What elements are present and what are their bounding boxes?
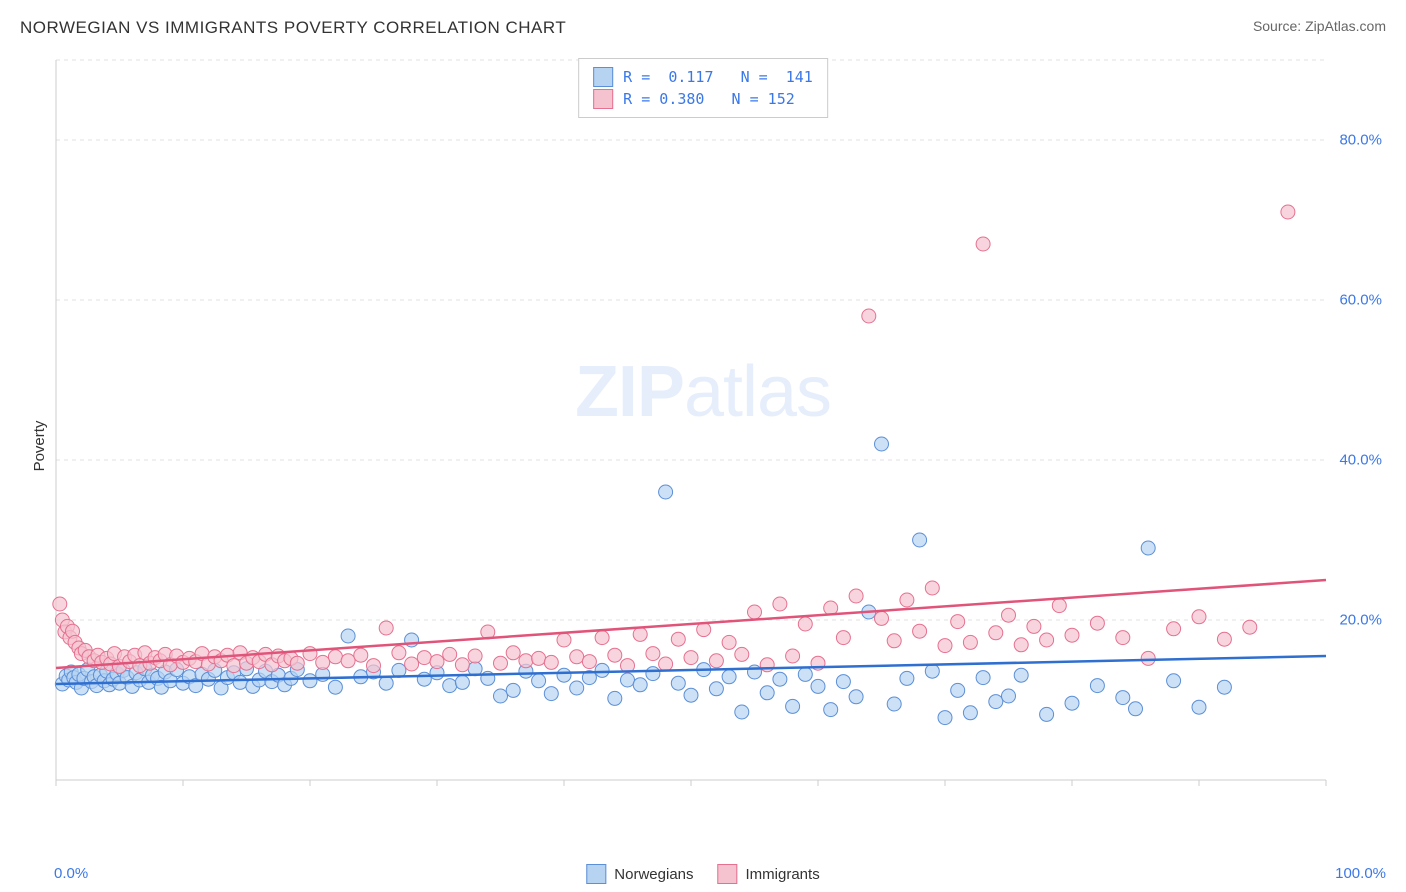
y-tick-label: 40.0% xyxy=(1339,452,1382,469)
y-axis-label: Poverty xyxy=(31,421,48,472)
legend-item-norwegians: Norwegians xyxy=(586,864,693,884)
series-legend: Norwegians Immigrants xyxy=(586,864,819,884)
x-axis-min-label: 0.0% xyxy=(54,865,88,882)
x-axis-max-label: 100.0% xyxy=(1335,865,1386,882)
chart-canvas xyxy=(50,50,1386,810)
y-tick-label: 80.0% xyxy=(1339,132,1382,149)
source-attribution: Source: ZipAtlas.com xyxy=(1253,18,1386,34)
correlation-legend: R = 0.117 N = 141 R = 0.380 N = 152 xyxy=(578,58,828,118)
chart-title: NORWEGIAN VS IMMIGRANTS POVERTY CORRELAT… xyxy=(20,18,566,38)
y-tick-label: 20.0% xyxy=(1339,612,1382,629)
legend-row-immigrants: R = 0.380 N = 152 xyxy=(593,89,813,109)
legend-item-immigrants: Immigrants xyxy=(718,864,820,884)
legend-row-norwegians: R = 0.117 N = 141 xyxy=(593,67,813,87)
y-tick-label: 60.0% xyxy=(1339,292,1382,309)
